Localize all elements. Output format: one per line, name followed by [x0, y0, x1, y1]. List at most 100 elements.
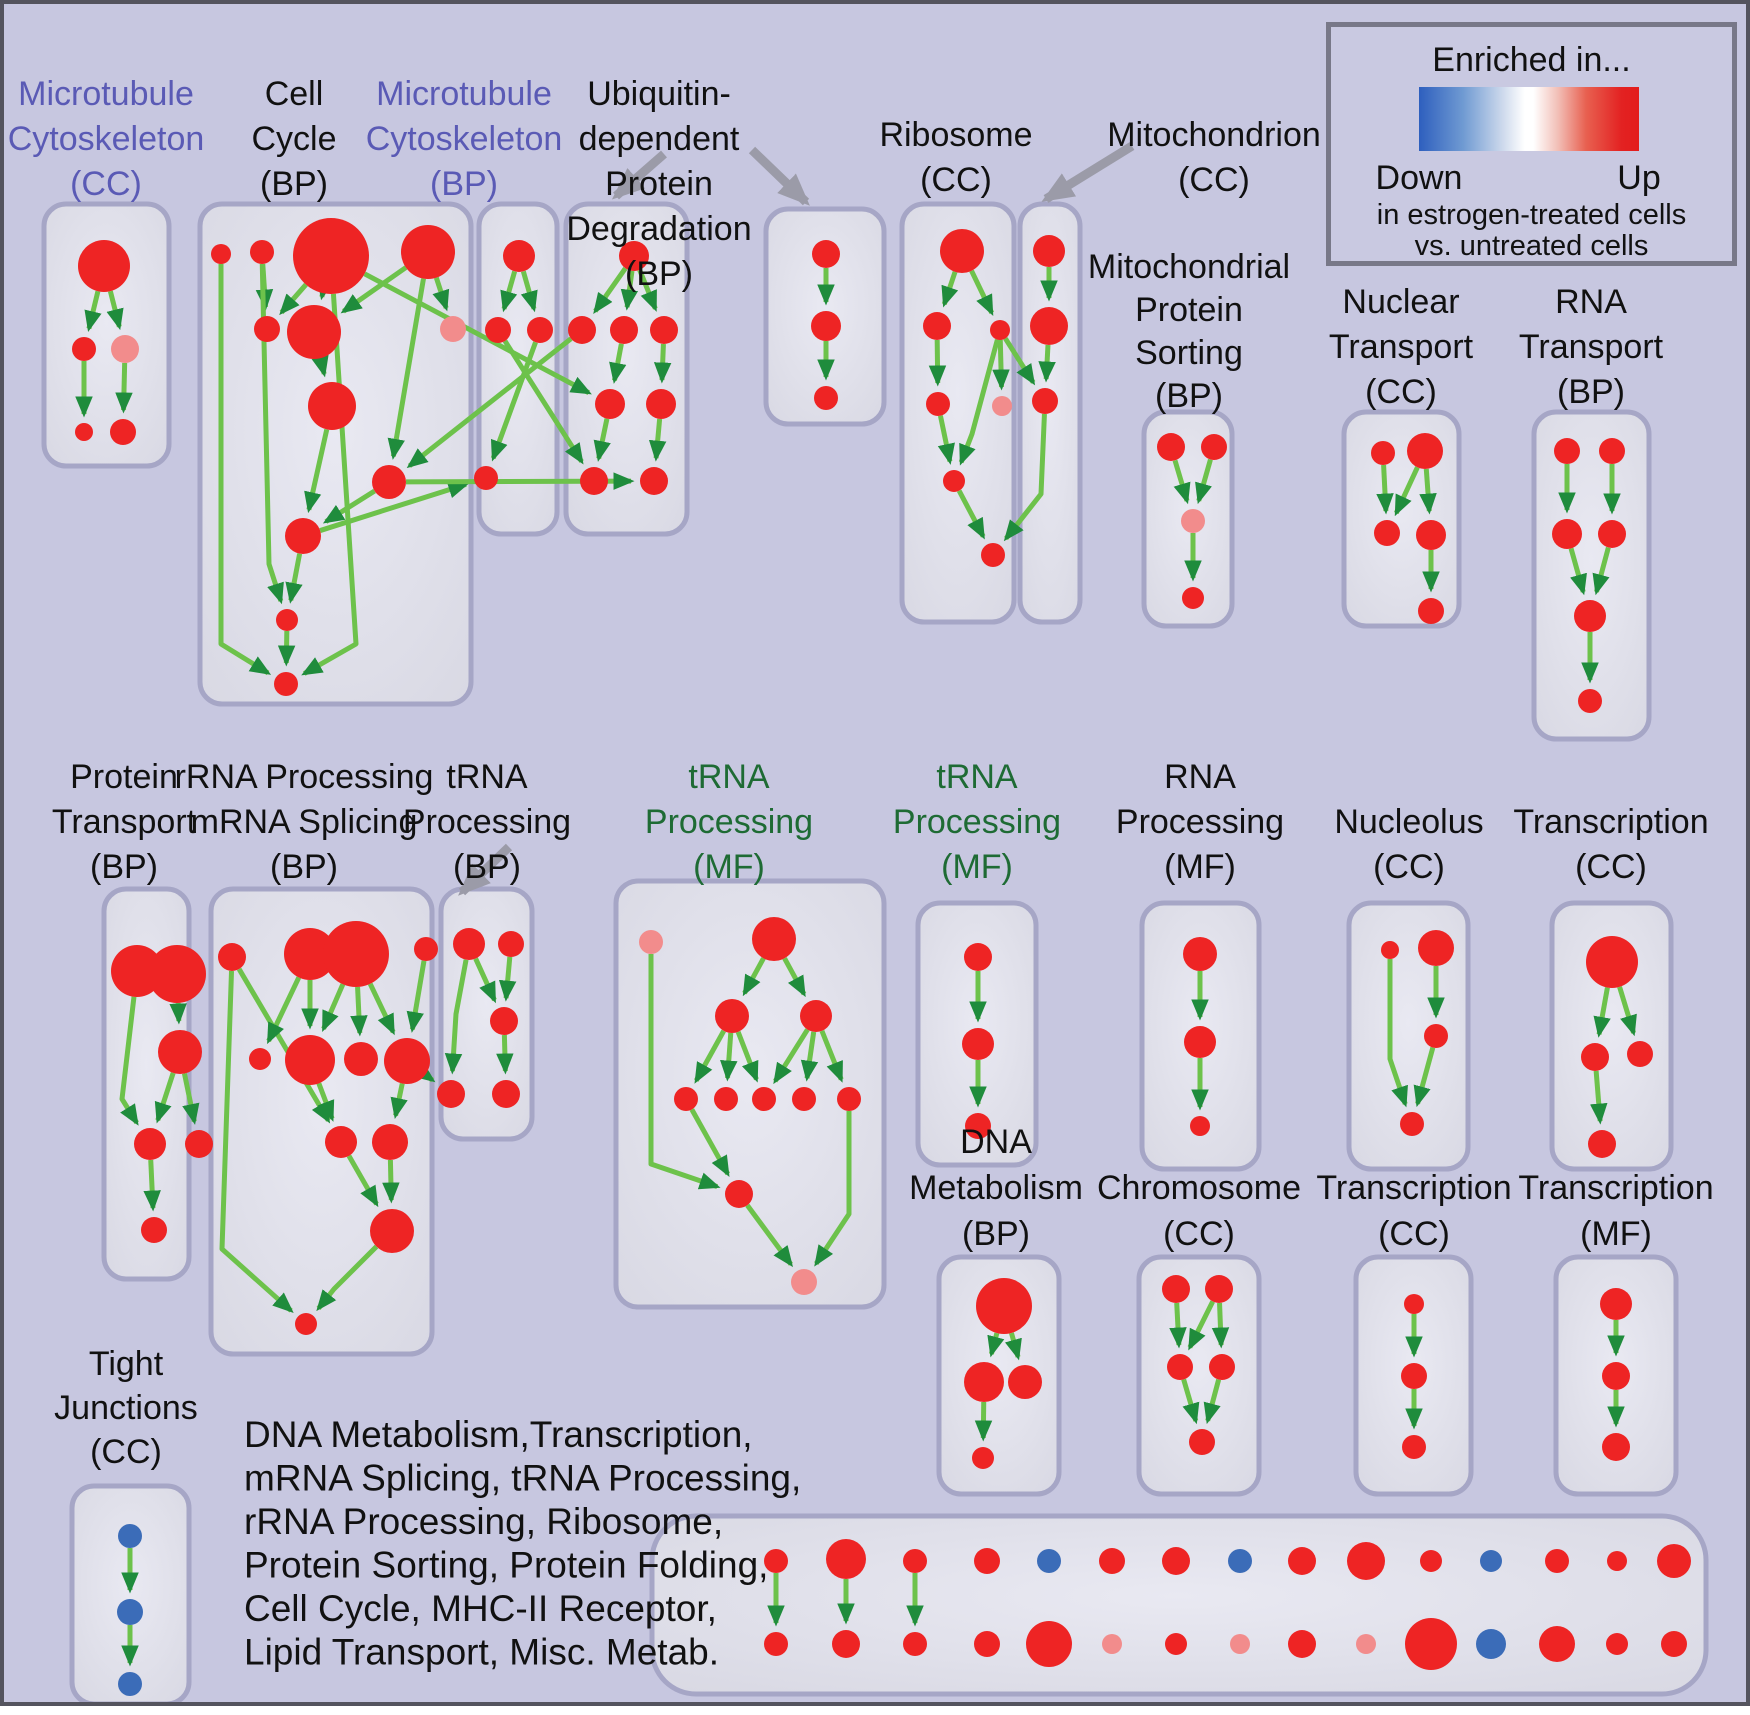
go-term-node [1037, 1549, 1061, 1573]
go-term-node [372, 1124, 408, 1160]
edge-arrow [363, 271, 592, 395]
go-term-node [976, 1278, 1032, 1334]
edge-arrow [1590, 1070, 1608, 1125]
edge-arrow [1169, 1302, 1187, 1349]
go-term-node [414, 937, 438, 961]
go-term-node [1401, 1363, 1427, 1389]
edge-arrow [115, 362, 133, 414]
edge-arrow [941, 271, 959, 308]
go-term-node [1606, 1633, 1628, 1655]
go-term-node [1162, 1275, 1190, 1303]
edge-arrow [119, 996, 139, 1126]
edge-arrow [653, 343, 672, 384]
go-term-node [1157, 433, 1185, 461]
panel-label-chromosome-cc: Chromosome [1097, 1169, 1301, 1207]
panel-label-trna-mf-large: Processing [645, 803, 813, 841]
edge-arrow [432, 276, 450, 312]
edge-arrow [745, 1203, 794, 1268]
panel-label-cell-cycle-bp: (BP) [260, 165, 328, 203]
edge-arrow [593, 418, 611, 462]
edge-arrow [1413, 1046, 1436, 1108]
edge-arrow [928, 339, 947, 387]
go-term-node [285, 518, 321, 554]
edge-arrow [593, 266, 628, 315]
go-term-node [1405, 1618, 1457, 1670]
panel-label-rna-processing-mf: (MF) [1164, 848, 1236, 886]
edge-arrow [1004, 1332, 1022, 1361]
edge-arrow [498, 956, 517, 1002]
go-term-node [148, 945, 206, 1003]
go-term-node [764, 1549, 788, 1573]
go-term-node [1183, 937, 1217, 971]
go-term-node [752, 917, 796, 961]
go-term-node [276, 609, 298, 631]
panel-label-mito-protein-sorting-bp: Sorting [1135, 334, 1243, 372]
edge-arrow [390, 1082, 408, 1120]
go-term-node [595, 389, 625, 419]
go-term-node [1099, 1548, 1125, 1574]
edge-arrow [84, 290, 102, 332]
panel-label-protein-transport-bp: Protein [70, 758, 178, 796]
go-term-node [974, 1631, 1000, 1657]
go-term-node [1657, 1544, 1691, 1578]
go-term-node [1407, 433, 1443, 469]
go-term-node [837, 1087, 861, 1111]
go-term-node [249, 1048, 271, 1070]
edge-arrow [1203, 1378, 1222, 1425]
go-term-node [814, 386, 838, 410]
trna-bp-pointer-icon [458, 843, 513, 896]
go-term-node [811, 311, 841, 341]
edge-arrow [387, 278, 426, 460]
go-term-node [1602, 1362, 1630, 1390]
go-term-node [372, 465, 406, 499]
go-term-node [1347, 1542, 1385, 1580]
go-term-node [1418, 930, 1454, 966]
panel-label-protein-transport-bp: Transport [52, 803, 197, 841]
go-term-node [1190, 1116, 1210, 1136]
panel-label-ubiquitin-bp: Degradation [566, 210, 751, 248]
go-term-node [111, 335, 139, 363]
go-term-node [72, 337, 96, 361]
go-term-node [1201, 434, 1227, 460]
edge-arrow [1393, 466, 1420, 517]
go-term-node [1554, 438, 1580, 464]
panel-label-protein-transport-bp: (BP) [90, 848, 158, 886]
edge-arrow [720, 1032, 738, 1082]
panel-label-rna-transport-bp: RNA [1555, 283, 1627, 321]
edge-arrow [304, 428, 330, 514]
panel-label-rrna-mrna-bp: mRNA Splicing [191, 803, 418, 841]
go-term-node [75, 423, 93, 441]
panel-label-dna-metabolism-bp: DNA [960, 1123, 1032, 1161]
edge-arrow [1172, 459, 1191, 505]
go-term-node [274, 672, 298, 696]
ubiquitin-pointer-right-icon [748, 146, 810, 206]
edge-arrow [182, 1073, 200, 1125]
go-term-node [639, 930, 663, 954]
go-term-node [1102, 1634, 1122, 1654]
panel-box-chromosome-cc [1136, 1254, 1262, 1497]
go-term-node [1607, 1551, 1627, 1571]
edge-arrow [819, 1029, 844, 1083]
edge-arrow [106, 290, 124, 331]
panel-label-nucleolus-cc: Nucleolus [1334, 803, 1483, 841]
go-term-node [1574, 600, 1606, 632]
mitochondrion-pointer-icon [1041, 142, 1135, 203]
panel-label-trna-mf-large: (MF) [693, 848, 765, 886]
edge-arrow [382, 1159, 400, 1204]
legend-subtitle-line2: vs. untreated cells [1414, 230, 1649, 262]
go-term-node [384, 1038, 430, 1084]
edge-arrow [1003, 337, 1036, 386]
go-term-node [323, 921, 389, 987]
edge-arrow [259, 263, 284, 605]
go-term-node [640, 467, 668, 495]
go-term-node [1416, 520, 1446, 550]
edge-arrow [1003, 413, 1047, 542]
edge-arrow [496, 1034, 514, 1075]
panel-box-trna-mf-large [613, 878, 887, 1310]
panel-box-misc-clusters [649, 1513, 1709, 1697]
go-term-node [1026, 1621, 1072, 1667]
edge-arrow [236, 967, 331, 1124]
legend-gradient-bar [1419, 87, 1639, 151]
go-term-node [715, 999, 749, 1033]
go-term-node [453, 928, 485, 960]
